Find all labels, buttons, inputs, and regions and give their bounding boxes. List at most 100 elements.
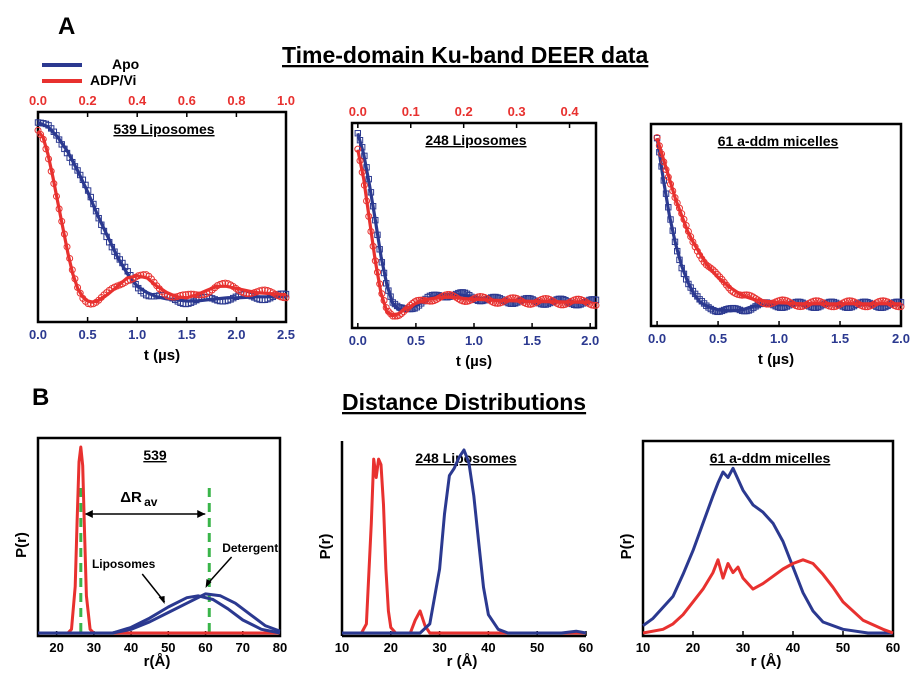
heading-distance-distributions: Distance Distributions	[342, 389, 586, 415]
y-axis-label: P(r)	[618, 534, 635, 560]
legend-adp-label: ADP/Vi	[90, 72, 136, 88]
x-tick-label: 1.0	[128, 327, 146, 342]
legend-apo-label: Apo	[112, 56, 139, 72]
adp-fit-line	[356, 149, 591, 318]
x-axis-label: t (µs)	[456, 353, 492, 370]
deer-chart-1: 539 Liposomes 0.0 0.5 1.0 1.5 2.0 2.5 t (µs) 0.0…	[29, 93, 295, 364]
heading-time-domain: Time-domain Ku-band DEER data	[282, 42, 649, 68]
adp-fit-line	[655, 137, 901, 306]
x-tick-label: 20	[49, 640, 63, 655]
x-tick-label: 60	[886, 640, 900, 655]
x-tick-label: 50	[161, 640, 175, 655]
x-tick-label: 10	[335, 640, 349, 655]
apo-distribution-line	[38, 592, 281, 635]
x-axis-label: r (Å)	[751, 653, 782, 670]
top-x-tick-label: 0.1	[402, 104, 420, 119]
chart-title: 539 Liposomes	[113, 121, 214, 137]
plot-frame	[641, 439, 895, 638]
x-tick-label: 1.5	[523, 333, 541, 348]
apo-distribution-line	[342, 448, 587, 635]
x-axis-label: r (Å)	[447, 653, 478, 670]
x-tick-label: 0.5	[709, 331, 727, 346]
top-x-tick-label: 0.4	[128, 93, 147, 108]
apo-fit-line	[356, 132, 591, 312]
delta-r-subscript: av	[144, 495, 158, 509]
x-tick-label: 2.0	[581, 333, 599, 348]
apo-distribution-line	[38, 594, 281, 635]
apo-distribution-line	[642, 466, 893, 635]
x-tick-label: 50	[530, 640, 544, 655]
top-x-tick-label: 0.8	[227, 93, 245, 108]
liposomes-pointer-head	[158, 596, 165, 604]
x-tick-label: 0.5	[407, 333, 425, 348]
x-tick-label: 0.0	[29, 327, 47, 342]
x-tick-label: 2.0	[227, 327, 245, 342]
x-tick-label: 0.0	[648, 331, 666, 346]
x-tick-label: 30	[87, 640, 101, 655]
x-tick-label: 2.5	[277, 327, 295, 342]
x-tick-label: 70	[236, 640, 250, 655]
adp-distribution-line	[38, 445, 280, 635]
x-tick-label: 60	[579, 640, 593, 655]
chart-title: 61 a-ddm micelles	[710, 450, 831, 466]
x-tick-label: 1.0	[465, 333, 483, 348]
x-tick-label: 0.0	[349, 333, 367, 348]
legend: Apo ADP/Vi	[42, 56, 139, 88]
top-x-tick-label: 0.6	[178, 93, 196, 108]
x-tick-label: 1.0	[770, 331, 788, 346]
charts: 539 Liposomes 0.0 0.5 1.0 1.5 2.0 2.5 t (µs) 0.0…	[13, 93, 910, 670]
x-tick-label: 2.0	[892, 331, 910, 346]
top-x-tick-label: 0.0	[349, 104, 367, 119]
distance-chart-2: 10 20 30 40 50 60r (Å)P(r)248 Liposomes	[317, 441, 593, 670]
top-x-tick-label: 0.2	[455, 104, 473, 119]
x-tick-label: 20	[384, 640, 398, 655]
x-axis-label: r(Å)	[144, 653, 171, 670]
detergent-pointer	[206, 556, 233, 585]
apo-fit-line	[37, 121, 286, 303]
chart-title: 61 a-ddm micelles	[718, 133, 839, 149]
plot-frame	[36, 110, 288, 324]
adp-fit-line	[36, 129, 287, 304]
top-x-tick-label: 0.4	[560, 104, 579, 119]
panel-a-label: A	[58, 13, 75, 40]
x-tick-label: 10	[636, 640, 650, 655]
top-x-tick-label: 0.2	[79, 93, 97, 108]
liposomes-annotation: Liposomes	[92, 557, 156, 571]
arrow-head-right	[197, 510, 206, 518]
x-tick-label: 20	[686, 640, 700, 655]
deer-chart-3: 61 a-ddm micelles 0.0 0.5 1.0 1.5 2.0 t (µs)	[648, 122, 910, 368]
adp-data-point	[282, 294, 290, 302]
x-tick-label: 40	[124, 640, 138, 655]
top-x-tick-label: 1.0	[277, 93, 295, 108]
x-tick-label: 1.5	[831, 331, 849, 346]
chart-title: 248 Liposomes	[425, 132, 526, 148]
delta-r-label: ΔR	[120, 489, 142, 506]
plot-frame	[36, 436, 282, 638]
adp-data-point	[590, 301, 598, 309]
x-tick-label: 30	[432, 640, 446, 655]
x-tick-label: 1.5	[178, 327, 196, 342]
x-tick-label: 40	[786, 640, 800, 655]
y-axis-label: P(r)	[317, 534, 334, 560]
top-x-tick-label: 0.0	[29, 93, 47, 108]
distance-chart-1: 20 30 40 50 60 70 80 r(Å) P(r) 539 ΔR av Liposomes De…	[13, 436, 287, 670]
x-tick-label: 0.5	[79, 327, 97, 342]
x-tick-label: 30	[736, 640, 750, 655]
x-axis-label: t (µs)	[144, 347, 180, 364]
distance-chart-3: 10 20 30 40 50 60 r (Å) P(r) 61 a-ddm micelles	[618, 439, 900, 670]
top-x-tick-label: 0.3	[508, 104, 526, 119]
deer-chart-2: 248 Liposomes 0.0 0.5 1.0 1.5 2.0 t (µs) 0.0 0.1…	[349, 104, 600, 370]
x-tick-label: 50	[836, 640, 850, 655]
x-axis-label: t (µs)	[758, 351, 794, 368]
adp-data-point	[592, 301, 600, 309]
detergent-pointer-head	[205, 579, 212, 588]
arrow-head-left	[84, 510, 93, 518]
x-tick-label: 80	[273, 640, 287, 655]
chart-title: 539	[143, 447, 167, 463]
y-axis-label: P(r)	[13, 532, 30, 558]
x-tick-label: 60	[198, 640, 212, 655]
detergent-annotation: Detergent	[222, 541, 278, 555]
x-tick-label: 40	[481, 640, 495, 655]
panel-b-label: B	[32, 384, 49, 411]
adp-distribution-line	[342, 457, 586, 635]
